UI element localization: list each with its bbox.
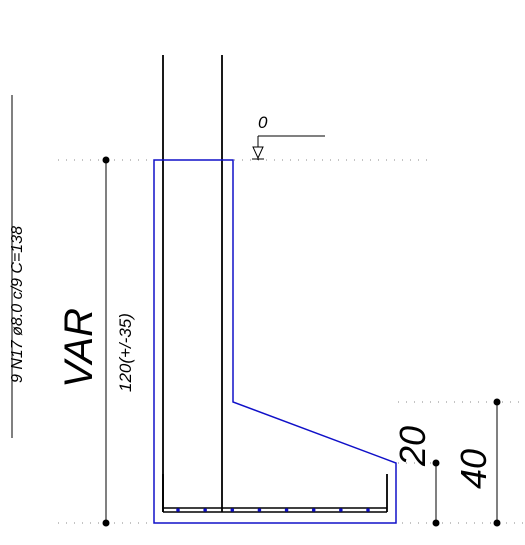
height-range-label: 120(+/-35) bbox=[116, 313, 135, 392]
toe-dimension-top-dot bbox=[432, 459, 440, 467]
rebar-dot bbox=[176, 508, 180, 512]
rebar-spec-label: 9 N17 ø8.0 c/9 C=138 bbox=[9, 226, 26, 383]
height-var-label: VAR bbox=[57, 308, 101, 388]
rebar-dot bbox=[257, 508, 262, 512]
toe-dimension-bottom-dot bbox=[432, 519, 440, 527]
rebar-dot bbox=[339, 508, 343, 512]
base-dimension-bottom-dot bbox=[493, 519, 501, 527]
rebar-dot bbox=[366, 508, 370, 512]
base-dimension-top-dot bbox=[493, 398, 501, 406]
rebar-dot bbox=[203, 508, 207, 512]
height-dimension-top-dot bbox=[102, 156, 110, 164]
rebar-dot bbox=[311, 508, 316, 512]
dim-toe-label: 20 bbox=[392, 426, 433, 467]
concrete-outline bbox=[153, 159, 397, 524]
level-marker: 0 bbox=[252, 113, 325, 160]
height-dimension-bottom-dot bbox=[102, 519, 110, 527]
level-label: 0 bbox=[258, 113, 268, 132]
rebar-dot bbox=[284, 508, 289, 512]
level-marker-triangle-icon bbox=[252, 146, 264, 160]
dim-base-label: 40 bbox=[453, 449, 494, 489]
rebar-dot bbox=[230, 508, 235, 512]
rebar-dots bbox=[176, 508, 370, 512]
